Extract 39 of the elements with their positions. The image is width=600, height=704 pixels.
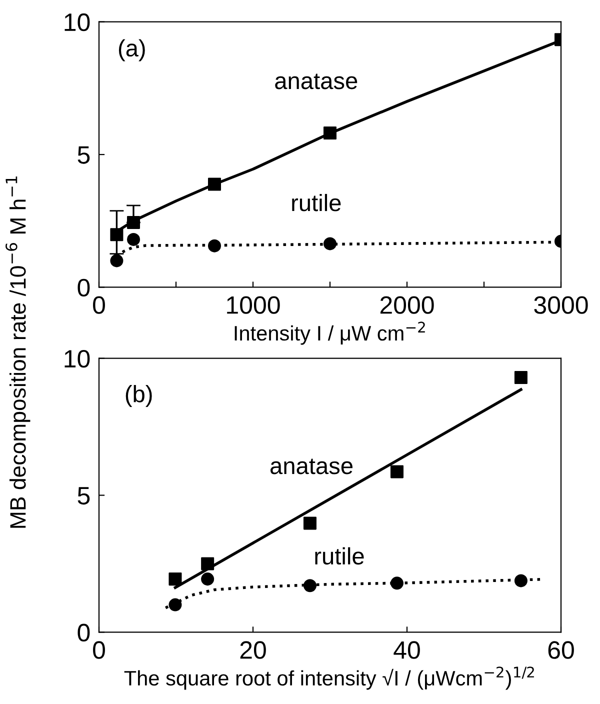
point [208, 178, 222, 191]
series-label: anatase [270, 458, 352, 474]
point [303, 579, 316, 592]
x-axis-title: Intensity I / μW cm$^{−2}$ [234, 322, 425, 345]
point [303, 516, 316, 530]
x-tick-label: 0 [93, 296, 105, 314]
point [514, 371, 528, 384]
y-axis-title: MB decomposition rate /10$^{−6}$ M h$^{−1}$ [6, 176, 30, 528]
point [110, 254, 124, 268]
point [110, 228, 124, 242]
point [390, 576, 404, 590]
annotation: (b) [126, 385, 152, 408]
y-tick-label: 0 [78, 278, 90, 297]
x-tick-label: 3000 [534, 296, 588, 314]
y-tick-label: 5 [78, 487, 90, 505]
x-tick-label: 1000 [227, 296, 280, 314]
point [208, 239, 222, 252]
x-tick-label: 2000 [380, 296, 434, 314]
x-tick-label: 60 [548, 641, 574, 659]
series-label: rutile [315, 547, 364, 565]
y-tick-label: 0 [78, 624, 90, 642]
annotation: (a) [118, 39, 145, 62]
y-tick-label: 5 [78, 146, 90, 164]
y-tick-label: 10 [64, 350, 90, 368]
x-tick-label: 40 [394, 641, 420, 659]
point [168, 572, 182, 586]
point [126, 216, 140, 229]
point [514, 574, 528, 588]
y-tick-label: 10 [64, 13, 90, 32]
point [390, 465, 404, 478]
x-tick-label: 0 [93, 641, 105, 659]
x-tick-label: 20 [240, 641, 266, 659]
series-label: anatase [275, 74, 358, 90]
x-axis-title: The square root of intensity √I / (μWcm$^{−2}$)$^{1/2}$ [124, 666, 534, 690]
point [126, 232, 140, 246]
point [168, 598, 182, 612]
point [201, 572, 214, 586]
point [201, 557, 214, 570]
series-label: rutile [292, 194, 341, 212]
